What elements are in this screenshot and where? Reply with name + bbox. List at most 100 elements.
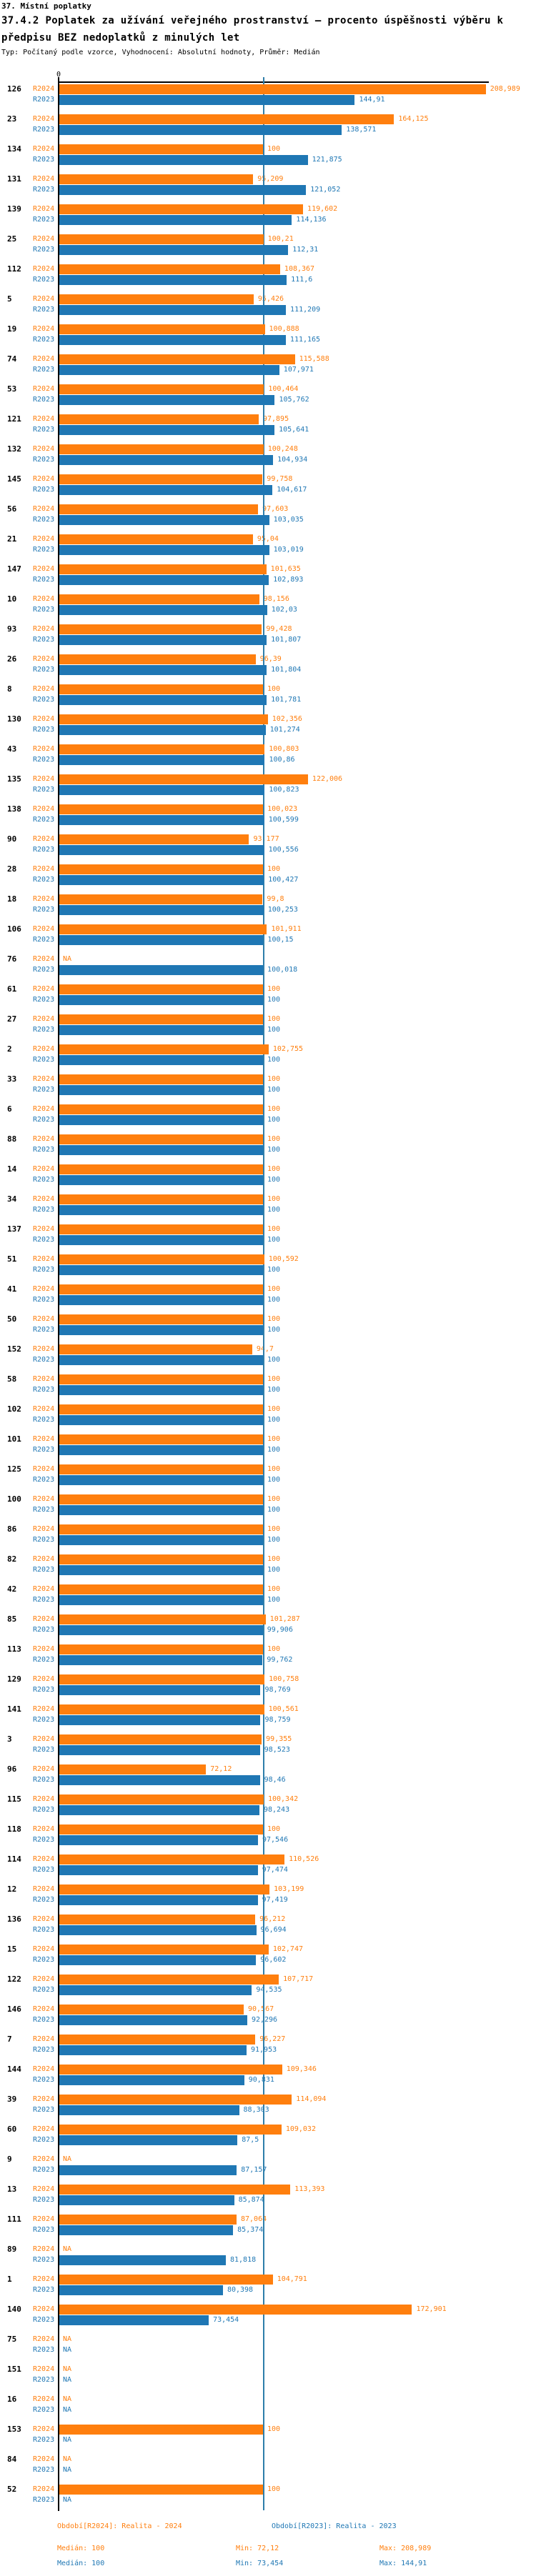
series-label-r2024: R2024 xyxy=(33,2215,55,2223)
value-label: 100 xyxy=(267,1105,281,1113)
bar-r2023-15 xyxy=(59,1955,257,1965)
bar-r2024-101 xyxy=(59,1434,263,1444)
bar-r2023-51 xyxy=(59,1265,263,1275)
bar-r2024-131 xyxy=(59,174,254,184)
value-label: 100 xyxy=(267,1296,281,1304)
bar-r2024-114 xyxy=(59,1854,285,1864)
series-label-r2023: R2023 xyxy=(33,1956,55,1964)
bar-r2023-112 xyxy=(59,275,287,285)
bar-r2023-60 xyxy=(59,2135,238,2145)
value-label: 100 xyxy=(267,1165,281,1173)
series-label-r2023: R2023 xyxy=(33,2106,55,2114)
series-label-r2023: R2023 xyxy=(33,426,55,434)
bar-r2023-10 xyxy=(59,605,267,615)
series-label-r2023: R2023 xyxy=(33,96,55,104)
value-label: 100 xyxy=(267,1326,281,1334)
series-label-r2023: R2023 xyxy=(33,876,55,884)
bar-r2023-141 xyxy=(59,1715,261,1725)
series-label-r2024: R2024 xyxy=(33,1555,55,1563)
value-label: 100,15 xyxy=(267,936,294,944)
value-label: 100 xyxy=(267,2425,281,2433)
bar-r2024-85 xyxy=(59,1614,266,1624)
group-id-label: 5 xyxy=(7,294,12,304)
bar-r2023-146 xyxy=(59,2015,247,2025)
value-label: 100 xyxy=(267,1285,281,1293)
series-label-r2024: R2024 xyxy=(33,1315,55,1323)
series-label-r2024: R2024 xyxy=(33,265,55,273)
group-id-label: 61 xyxy=(7,984,17,994)
bar-r2023-125 xyxy=(59,1475,263,1485)
bar-r2024-74 xyxy=(59,354,295,364)
series-label-r2023: R2023 xyxy=(33,1986,55,1994)
series-label-r2024: R2024 xyxy=(33,1075,55,1083)
value-label: 115,588 xyxy=(299,355,329,363)
value-label: 100,21 xyxy=(267,235,294,243)
value-label: 100 xyxy=(267,1315,281,1323)
bar-r2023-93 xyxy=(59,635,267,645)
bar-r2023-86 xyxy=(59,1535,263,1545)
group-id-label: 111 xyxy=(7,2215,21,2224)
series-label-r2024: R2024 xyxy=(33,715,55,723)
bar-r2023-145 xyxy=(59,485,273,495)
bar-r2024-18 xyxy=(59,894,263,904)
value-label: 144,91 xyxy=(359,96,385,104)
value-label-na: NA xyxy=(63,2455,72,2463)
bar-r2024-58 xyxy=(59,1374,263,1384)
bar-r2023-56 xyxy=(59,515,269,525)
value-label: 101,287 xyxy=(269,1615,300,1623)
series-label-r2024: R2024 xyxy=(33,1855,55,1863)
value-label: 97,895 xyxy=(262,415,289,423)
series-label-r2023: R2023 xyxy=(33,996,55,1004)
series-label-r2023: R2023 xyxy=(33,1836,55,1844)
bar-r2023-96 xyxy=(59,1775,260,1785)
group-id-label: 141 xyxy=(7,1704,21,1714)
group-id-label: 82 xyxy=(7,1554,17,1564)
bar-r2024-111 xyxy=(59,2215,237,2225)
value-label: 98,759 xyxy=(264,1716,291,1724)
series-label-r2023: R2023 xyxy=(33,216,55,224)
group-id-label: 41 xyxy=(7,1284,17,1294)
group-id-label: 134 xyxy=(7,144,21,154)
bar-r2024-10 xyxy=(59,594,259,604)
value-label: 100 xyxy=(267,1356,281,1364)
value-label: 100 xyxy=(267,1206,281,1214)
group-id-label: 26 xyxy=(7,654,17,664)
value-label: 105,641 xyxy=(279,426,309,434)
value-label: 100 xyxy=(267,1405,281,1413)
value-label: 100 xyxy=(267,1555,281,1563)
series-label-r2023: R2023 xyxy=(33,726,55,734)
bar-r2023-135 xyxy=(59,785,265,795)
group-id-label: 106 xyxy=(7,924,21,934)
series-label-r2024: R2024 xyxy=(33,745,55,753)
value-label: 121,052 xyxy=(310,186,341,194)
value-label: 90,567 xyxy=(248,2005,274,2013)
series-label-r2024: R2024 xyxy=(33,625,55,633)
bar-r2024-139 xyxy=(59,204,304,214)
axis-baseline xyxy=(58,77,59,2511)
group-id-label: 115 xyxy=(7,1794,21,1804)
value-label: 101,781 xyxy=(271,696,302,704)
value-label: 104,934 xyxy=(277,456,308,464)
series-label-r2023: R2023 xyxy=(33,2046,55,2054)
series-label-r2024: R2024 xyxy=(33,475,55,483)
group-id-label: 89 xyxy=(7,2245,17,2254)
group-id-label: 151 xyxy=(7,2365,21,2374)
chart-title-line2: předpisu BEZ nedoplatků z minulých let xyxy=(1,32,240,44)
bar-r2023-121 xyxy=(59,425,275,435)
value-label: 95,209 xyxy=(257,175,284,183)
group-id-label: 126 xyxy=(7,84,21,94)
group-id-label: 53 xyxy=(7,384,17,394)
bar-r2024-140 xyxy=(59,2305,412,2315)
series-label-r2024: R2024 xyxy=(33,385,55,393)
bar-r2024-3 xyxy=(59,1734,262,1744)
group-id-label: 50 xyxy=(7,1314,17,1324)
series-label-r2023: R2023 xyxy=(33,1806,55,1814)
series-label-r2024: R2024 xyxy=(33,2395,55,2403)
series-label-r2023: R2023 xyxy=(33,1356,55,1364)
bar-r2024-2 xyxy=(59,1044,269,1054)
bar-r2023-115 xyxy=(59,1805,259,1815)
group-id-label: 51 xyxy=(7,1254,17,1264)
series-label-r2023: R2023 xyxy=(33,786,55,794)
bar-r2023-39 xyxy=(59,2105,239,2115)
value-label: 85,874 xyxy=(238,2196,264,2204)
